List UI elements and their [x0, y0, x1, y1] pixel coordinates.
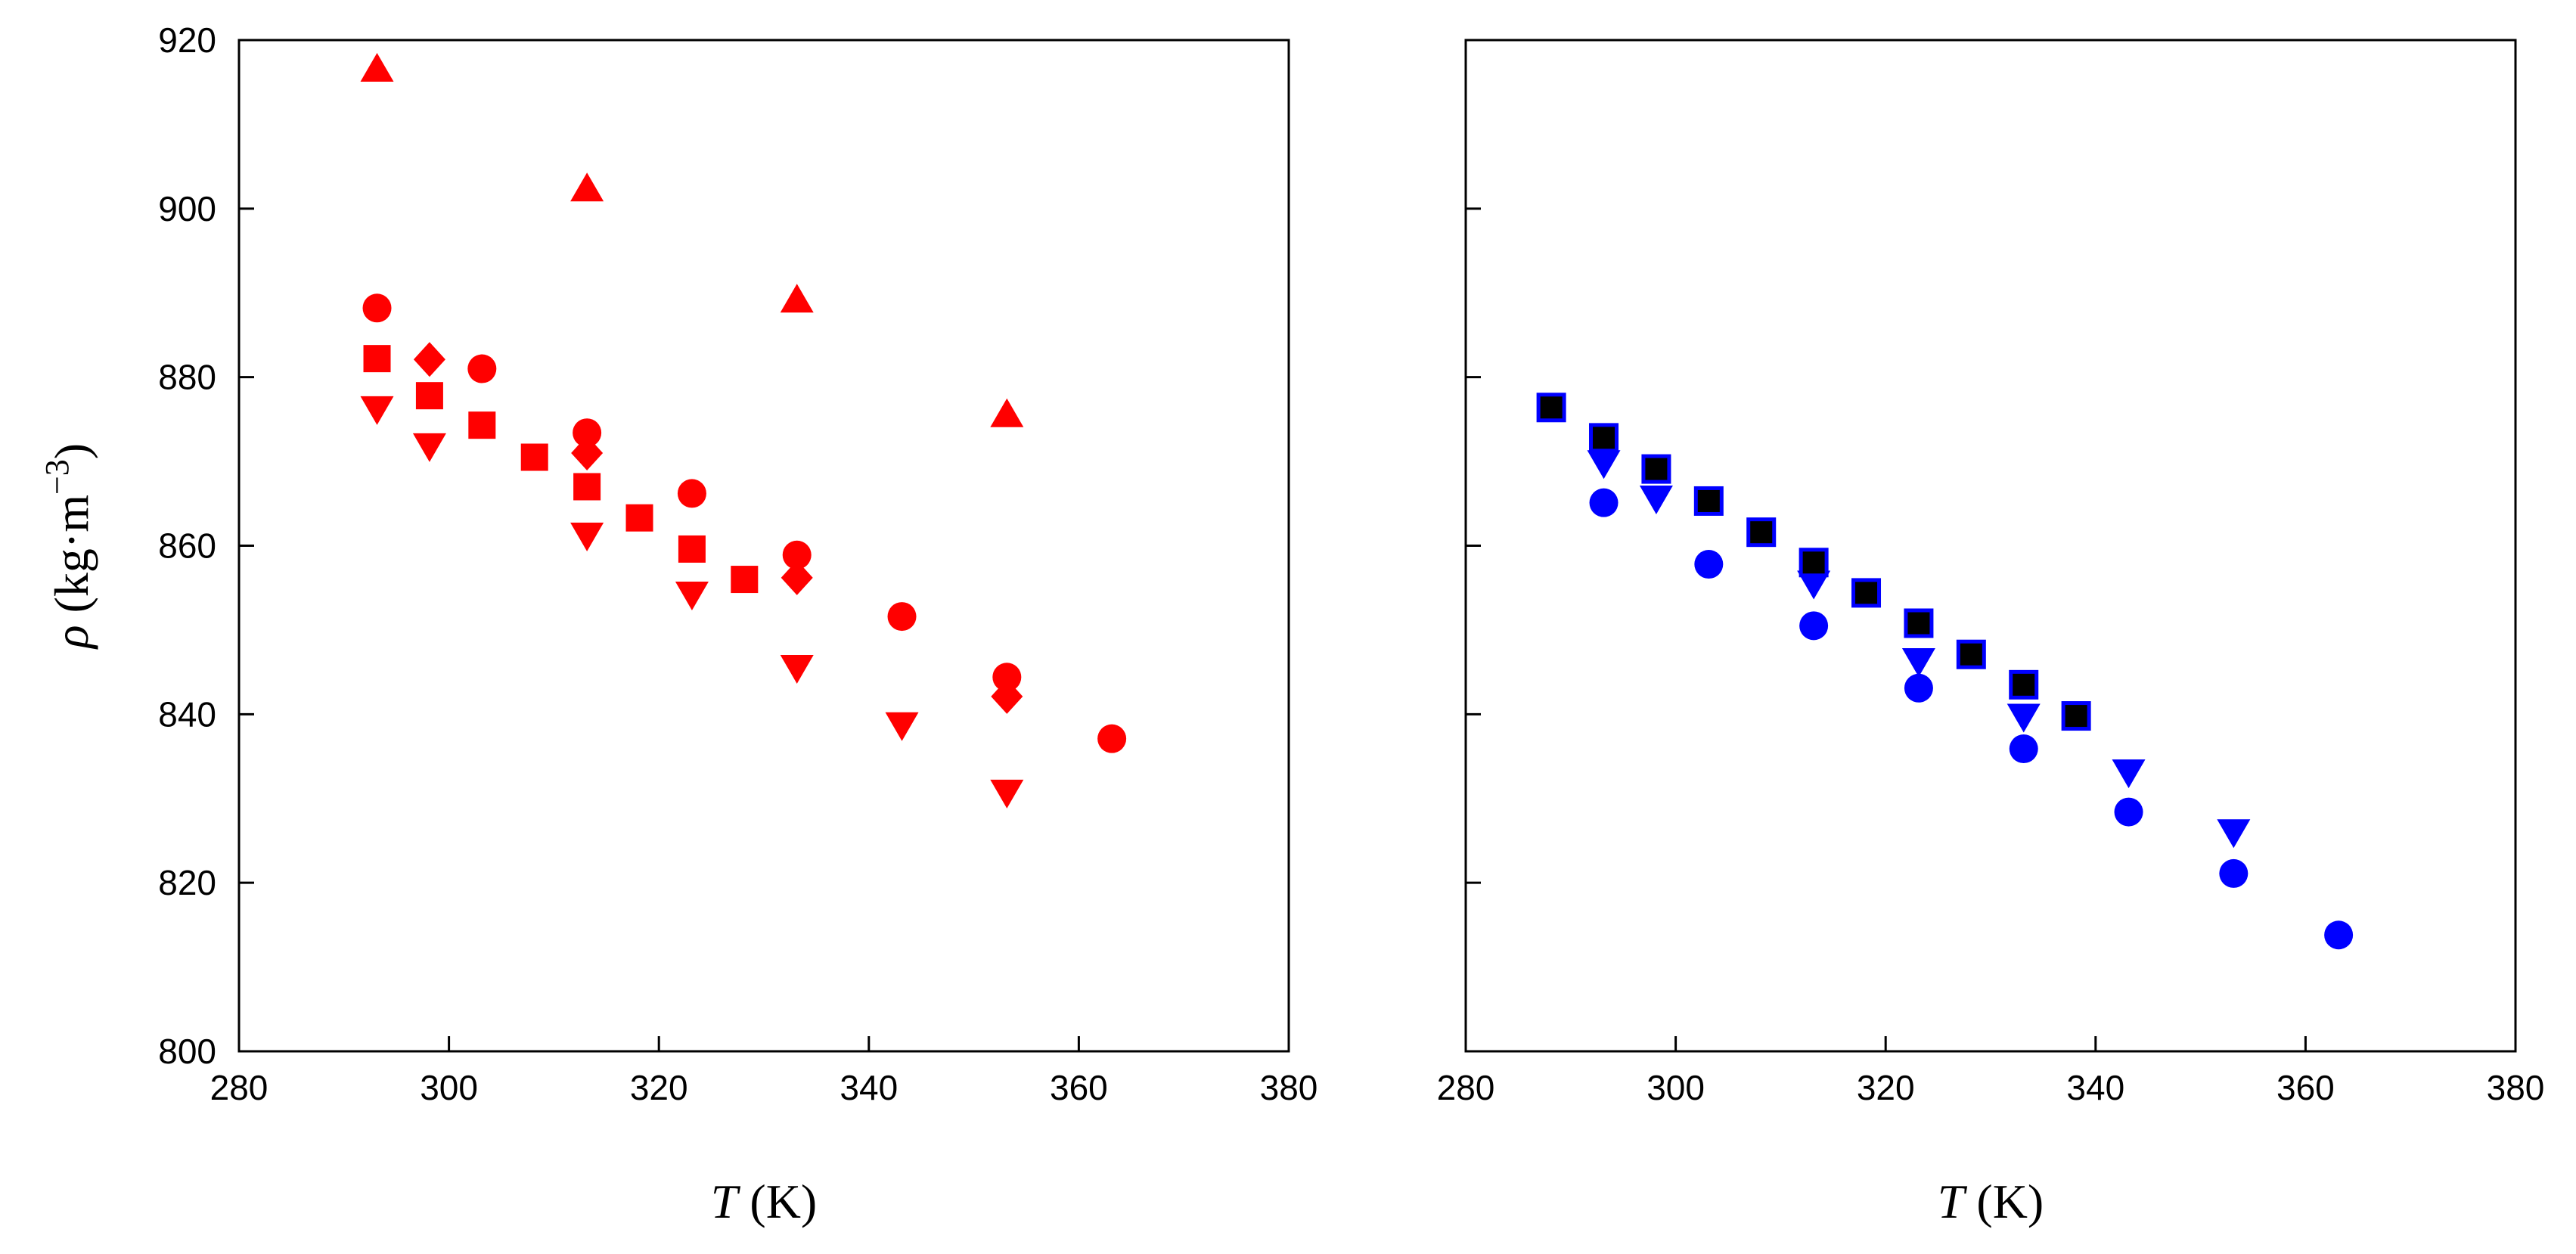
- plot-frame: [237, 39, 1290, 1053]
- data-point-square: [1536, 393, 1566, 423]
- data-point-circle: [1694, 550, 1724, 579]
- data-point-circle: [2114, 797, 2143, 827]
- data-point-circle: [677, 479, 706, 508]
- data-point-circle: [1799, 611, 1829, 641]
- data-point-circle: [1589, 488, 1619, 517]
- data-point-diamond: [991, 678, 1023, 714]
- x-axis-title: T (K): [1938, 1175, 2044, 1228]
- data-point-diamond: [781, 560, 813, 595]
- series-square: [1536, 393, 2091, 731]
- data-point-triangle-down: [2217, 819, 2251, 849]
- data-point-triangle-down: [675, 582, 709, 611]
- data-point-square: [1904, 608, 1934, 638]
- data-point-triangle-down: [360, 396, 394, 425]
- data-point-square: [625, 504, 653, 532]
- data-point-square: [363, 345, 391, 373]
- data-point-triangle-up: [360, 52, 394, 82]
- y-tick-label: 800: [158, 1032, 216, 1071]
- left-panel: 280 300 320 340 360 380 800 820 840 860 880 900 920 T…: [39, 20, 1317, 1228]
- series-triangle-down: [1587, 450, 2251, 849]
- data-point-circle: [573, 418, 602, 448]
- data-point-triangle-down: [412, 433, 446, 462]
- x-tick-label: 300: [1646, 1068, 1705, 1107]
- data-point-square: [2061, 701, 2091, 731]
- data-point-square: [1746, 517, 1777, 548]
- series-circle: [1589, 488, 2354, 950]
- data-point-circle: [992, 663, 1022, 692]
- x-axis-title: T (K): [711, 1175, 817, 1228]
- x-tick-label: 360: [1050, 1068, 1108, 1107]
- data-point-circle: [2219, 858, 2249, 888]
- data-point-triangle-down: [2006, 703, 2041, 733]
- x-tick-label: 280: [1437, 1068, 1495, 1107]
- data-point-square: [1799, 548, 1829, 578]
- series-triangle-up: [360, 52, 1024, 427]
- x-tick-label: 280: [210, 1068, 268, 1107]
- x-tick-label: 320: [630, 1068, 688, 1107]
- data-point-diamond: [571, 435, 604, 470]
- data-point-square: [731, 566, 759, 594]
- y-tick-label: 820: [158, 863, 216, 902]
- y-tick-label: 920: [158, 20, 216, 60]
- y-tick-label: 880: [158, 358, 216, 397]
- series-triangle-down: [360, 396, 1024, 809]
- data-point-triangle-up: [990, 398, 1024, 427]
- data-point-triangle-down: [1587, 450, 1621, 480]
- data-point-square: [468, 411, 496, 439]
- data-point-square: [1693, 486, 1724, 516]
- series-diamond: [413, 342, 1023, 714]
- data-point-triangle-down: [1639, 485, 1673, 514]
- data-point-circle: [782, 540, 812, 570]
- data-point-square: [520, 443, 548, 471]
- data-point-circle: [1097, 724, 1127, 753]
- data-point-triangle-down: [2112, 759, 2146, 789]
- x-tick-label: 360: [2277, 1068, 2335, 1107]
- series-square: [363, 345, 759, 594]
- right-panel: 280 300 320 340 360 380 T (K): [1437, 39, 2545, 1228]
- data-point-circle: [2009, 734, 2038, 764]
- data-point-square: [1641, 454, 1671, 484]
- x-tick-label: 320: [1857, 1068, 1915, 1107]
- x-tick-label: 340: [840, 1068, 898, 1107]
- data-point-triangle-down: [990, 779, 1024, 809]
- data-point-circle: [2324, 920, 2354, 950]
- data-point-circle: [362, 293, 392, 323]
- data-point-square: [573, 473, 601, 501]
- data-point-square: [1589, 423, 1619, 453]
- data-point-circle: [467, 354, 497, 383]
- x-tick-label: 300: [420, 1068, 478, 1107]
- data-point-square: [2009, 669, 2039, 700]
- data-point-triangle-down: [885, 712, 919, 741]
- y-tick-label: 900: [158, 189, 216, 228]
- data-point-circle: [1904, 673, 1933, 703]
- y-tick-label: 860: [158, 526, 216, 566]
- data-point-square: [678, 535, 706, 563]
- y-axis-title: ρ (kg·m−3): [39, 443, 98, 650]
- data-point-diamond: [413, 342, 445, 377]
- data-point-square: [1851, 578, 1882, 608]
- x-tick-label: 340: [2066, 1068, 2124, 1107]
- plot-frame: [1464, 39, 2517, 1053]
- x-tick-label: 380: [1260, 1068, 1318, 1107]
- data-point-triangle-down: [780, 654, 814, 684]
- x-tick-label: 380: [2487, 1068, 2545, 1107]
- data-point-triangle-up: [570, 172, 604, 202]
- data-point-circle: [887, 602, 917, 632]
- data-point-triangle-up: [780, 284, 814, 313]
- y-tick-label: 840: [158, 694, 216, 734]
- data-point-triangle-down: [570, 523, 604, 552]
- data-point-square: [1956, 639, 1986, 669]
- series-circle: [362, 293, 1127, 753]
- data-point-triangle-down: [1901, 648, 1935, 678]
- data-point-triangle-down: [1797, 570, 1831, 600]
- data-point-square: [415, 382, 443, 410]
